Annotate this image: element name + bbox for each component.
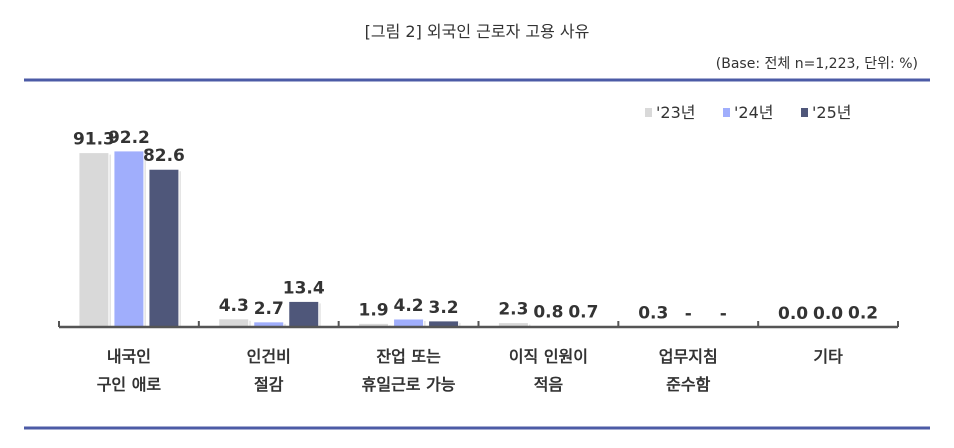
x-tick-label: 휴일근로 가능 [362,375,456,394]
x-tick-label: 업무지침 [659,347,718,366]
bar [78,152,110,328]
data-label: 0.2 [848,304,878,324]
legend-label: '24년 [734,103,773,122]
legend-swatch [801,108,808,117]
legend-label: '23년 [656,103,695,122]
data-label: 4.2 [394,296,424,316]
data-label: 2.7 [254,299,284,319]
data-label: 0.3 [638,303,668,323]
legend-label: '25년 [812,103,851,122]
x-tick-label: 적음 [534,375,564,394]
bar [148,168,180,328]
data-label: - [720,304,727,324]
x-tick-label: 내국인 [107,347,151,366]
x-tick-label: 구인 애로 [97,375,162,394]
chart-subtitle: (Base: 전체 n=1,223, 단위: %) [716,56,918,72]
data-label: 1.9 [359,300,389,320]
data-label: - [685,304,692,324]
data-label: 0.0 [813,304,843,324]
data-label: 4.3 [219,296,249,316]
legend-swatch [645,108,652,117]
chart-title: [그림 2] 외국인 근로자 고용 사유 [365,22,590,41]
x-tick-label: 절감 [254,375,284,394]
data-label: 82.6 [143,146,185,166]
legend: '23년 '24년 '25년 [645,103,851,122]
x-tick-label: 인건비 [247,347,291,366]
x-tick-label: 준수함 [666,375,710,394]
x-tick-label: 기타 [813,347,843,366]
data-label: 3.2 [429,298,459,318]
data-label: 0.8 [533,302,563,322]
data-label: 13.4 [283,278,325,298]
data-label: 0.7 [568,303,598,323]
x-tick-label: 잔업 또는 [376,347,441,366]
bar [288,300,320,328]
data-label: 2.3 [498,300,528,320]
bars: 91.392.282.6 4.3 2.713.4 1.9 4.2 3.2 2.3 0.8 0.7… [73,128,879,328]
x-tick-label: 이직 인원이 [509,347,588,366]
bar [113,150,145,328]
legend-swatch [723,108,730,117]
data-label: 0.0 [778,304,808,324]
data-label: 92.2 [108,128,150,148]
data-label: 91.3 [73,130,115,150]
